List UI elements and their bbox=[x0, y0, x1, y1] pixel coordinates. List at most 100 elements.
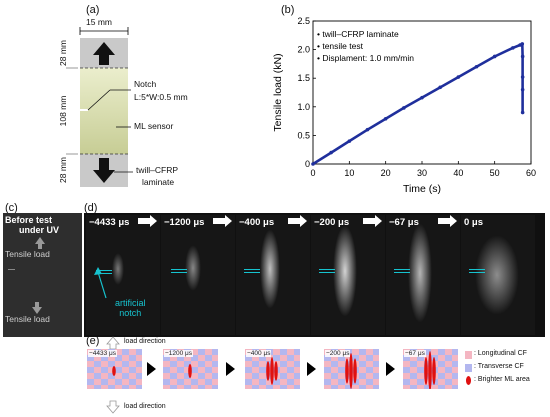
tile-time-5: −67 μs bbox=[404, 350, 426, 357]
load-down-arrow-icon bbox=[32, 307, 42, 314]
frame-4: −200 μs bbox=[311, 215, 385, 335]
panel-e-label: (e) bbox=[86, 335, 100, 347]
ml-bright-area bbox=[345, 358, 349, 384]
weave-tile-2: −1200 μs bbox=[163, 349, 218, 389]
data-point bbox=[365, 127, 370, 132]
tile-time-3: −400 μs bbox=[246, 350, 272, 357]
ml-bright-area bbox=[112, 366, 116, 376]
data-point bbox=[383, 117, 388, 121]
notch-marker bbox=[96, 270, 112, 271]
load-up-arrow-icon bbox=[35, 237, 45, 244]
data-point bbox=[520, 87, 525, 92]
x-tick-label: 10 bbox=[344, 168, 354, 178]
data-point bbox=[511, 46, 515, 50]
time-arrow-icon bbox=[138, 215, 157, 227]
legend-transverse: : Transverse CF bbox=[465, 362, 549, 375]
load-direction-down-icon bbox=[106, 400, 120, 414]
y-tick-label: 1.5 bbox=[297, 73, 310, 83]
sequence-arrow-icon bbox=[147, 362, 156, 376]
panel-a bbox=[0, 0, 200, 205]
tile-time-2: −1200 μs bbox=[164, 350, 194, 357]
legend-swatch-longitudinal bbox=[465, 351, 472, 359]
ml-bright-area bbox=[270, 357, 274, 385]
weave-legend: : Longitudinal CF : Transverse CF : Brig… bbox=[465, 349, 549, 388]
x-tick-label: 60 bbox=[526, 168, 536, 178]
frame-time-1: −4433 μs bbox=[89, 217, 130, 228]
up-arrow-icon bbox=[93, 42, 115, 65]
legend-entry: • twill–CFRP laminate bbox=[317, 29, 399, 39]
data-point bbox=[520, 75, 525, 79]
weave-tile-3: −400 μs bbox=[245, 349, 300, 389]
dim-bot: 28 mm bbox=[58, 157, 68, 183]
frame-time-4: −200 μs bbox=[314, 217, 350, 228]
before-test-line-1: Before test bbox=[5, 215, 53, 225]
time-arrows bbox=[138, 215, 457, 227]
x-axis-label: Time (s) bbox=[403, 183, 441, 195]
frame-time-5: −67 μs bbox=[389, 217, 419, 228]
time-arrow-icon bbox=[438, 215, 457, 227]
ml-bright-area bbox=[353, 358, 357, 384]
frame-6: 0 μs bbox=[461, 215, 535, 335]
ml-bright-area bbox=[188, 364, 192, 378]
sequence-arrow-icon bbox=[226, 362, 235, 376]
data-point bbox=[520, 42, 525, 46]
weave-tile-5: −67 μs bbox=[403, 349, 458, 389]
legend-entry: • tensile test bbox=[317, 41, 364, 51]
data-point bbox=[520, 110, 525, 115]
laminate-label-1: twill–CFRP bbox=[136, 165, 179, 175]
frame-5: −67 μs bbox=[386, 215, 460, 335]
y-tick-label: 0.5 bbox=[297, 130, 310, 140]
x-tick-label: 40 bbox=[453, 168, 463, 178]
ml-bright-area bbox=[424, 357, 428, 385]
data-point bbox=[402, 106, 406, 110]
tile-time-1: −4433 μs bbox=[88, 350, 118, 357]
down-arrow-icon bbox=[93, 158, 115, 183]
specimen-diagram bbox=[66, 27, 133, 187]
weave-tile-4: −200 μs bbox=[324, 349, 379, 389]
data-point bbox=[438, 85, 442, 90]
panel-c-label: (c) bbox=[5, 202, 18, 214]
x-tick-label: 20 bbox=[381, 168, 391, 178]
notch-mark bbox=[8, 269, 15, 270]
data-point bbox=[474, 64, 479, 69]
data-point bbox=[329, 150, 333, 155]
y-tick-label: 2.0 bbox=[297, 45, 310, 55]
ml-bright-area bbox=[266, 361, 270, 381]
ml-bright-area bbox=[274, 361, 278, 381]
notch-mark bbox=[80, 109, 88, 111]
ml-bright-area bbox=[428, 351, 432, 389]
y-axis-label: Tensile load (kN) bbox=[272, 53, 284, 131]
artificial-notch-label: artificial notch bbox=[115, 298, 146, 318]
notch-annotation-arrow bbox=[94, 267, 107, 299]
weave-tile-1: −4433 μs bbox=[87, 349, 142, 389]
frame-time-6: 0 μs bbox=[464, 217, 484, 228]
panel-d-label: (d) bbox=[84, 202, 98, 214]
tensile-load-bottom: Tensile load bbox=[5, 314, 50, 324]
x-tick-label: 50 bbox=[490, 168, 500, 178]
dim-top: 28 mm bbox=[58, 40, 68, 66]
frame-3: −400 μs bbox=[236, 215, 310, 335]
data-point bbox=[520, 54, 525, 59]
ml-bright-area bbox=[432, 357, 436, 385]
y-tick-label: 0 bbox=[305, 159, 310, 169]
series-line bbox=[312, 42, 524, 166]
load-direction-bottom: load direction bbox=[124, 403, 166, 410]
legend-swatch-transverse bbox=[465, 364, 472, 372]
x-tick-label: 0 bbox=[310, 168, 315, 178]
legend-longitudinal: : Longitudinal CF bbox=[465, 349, 549, 362]
legend-entry: • Displament: 1.0 mm/min bbox=[317, 53, 414, 63]
sequence-arrow-icon bbox=[386, 362, 395, 376]
data-point bbox=[492, 54, 497, 59]
panel-b-label: (b) bbox=[281, 4, 295, 16]
frame-time-3: −400 μs bbox=[239, 217, 275, 228]
x-tick-label: 30 bbox=[417, 168, 427, 178]
before-test-image: Before test under UV Tensile load Tensil… bbox=[3, 213, 82, 337]
ml-sensor-label: ML sensor bbox=[134, 121, 174, 131]
data-point bbox=[347, 139, 352, 143]
notch-label: Notch bbox=[134, 79, 157, 89]
load-time-chart: 0 10 20 30 40 50 60 0 0.5 1.0 1.5 2.0 2.5 Time (s) Ten… bbox=[272, 16, 536, 195]
time-arrow-icon bbox=[213, 215, 232, 227]
y-tick-label: 1.0 bbox=[297, 102, 310, 112]
ml-bright-area bbox=[349, 353, 353, 389]
tensile-load-top: Tensile load bbox=[5, 249, 50, 259]
